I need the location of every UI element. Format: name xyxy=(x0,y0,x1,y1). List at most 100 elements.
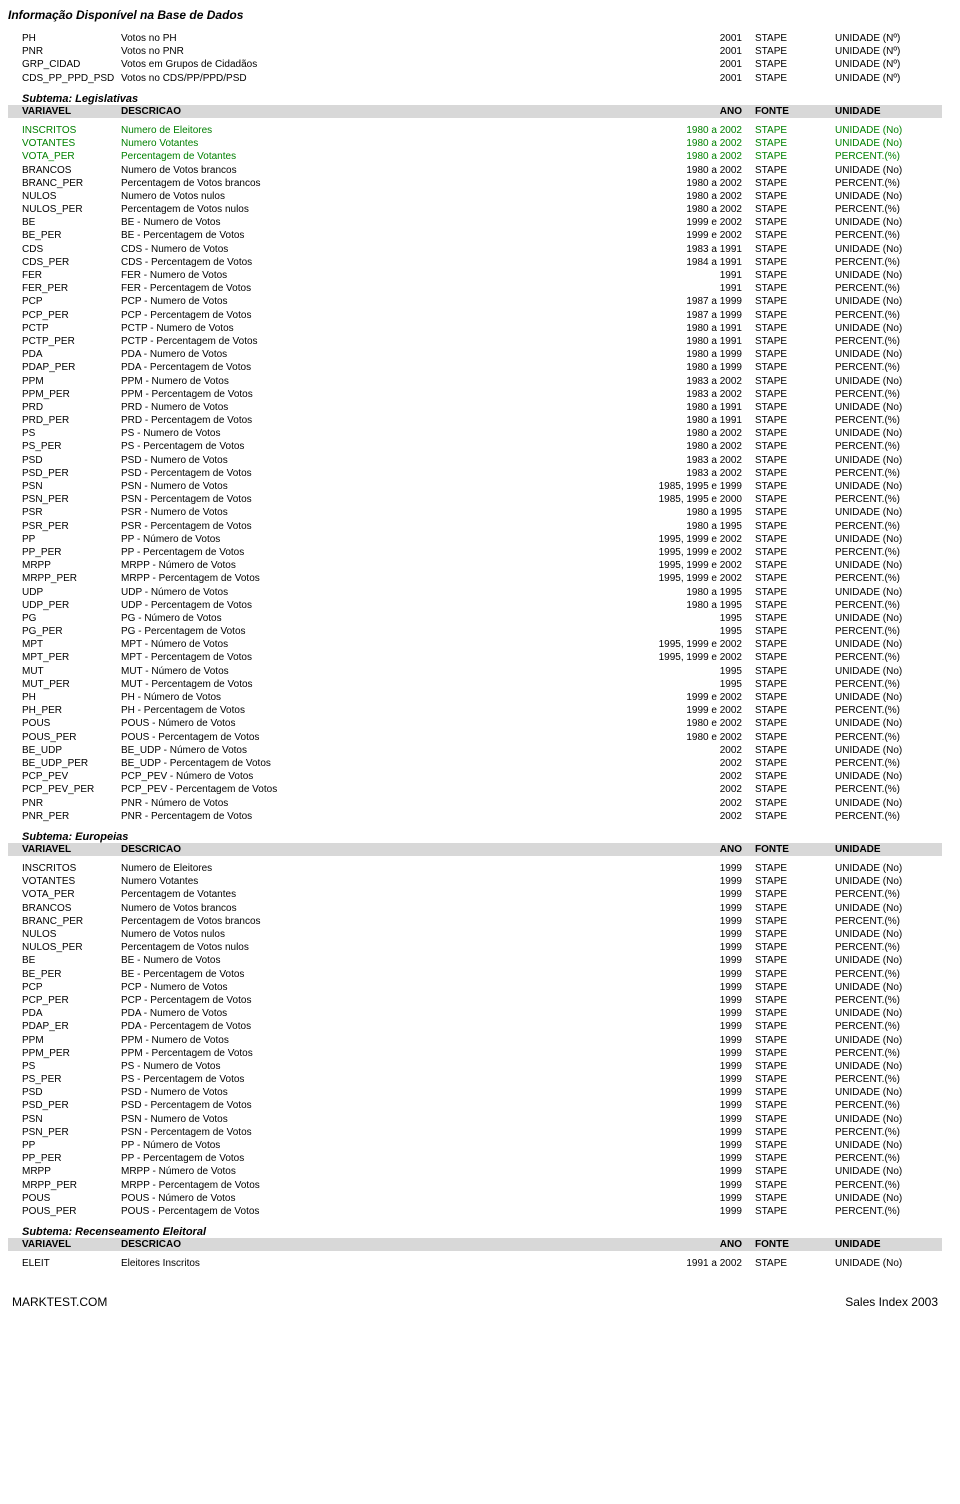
cell-descricao: PS - Numero de Votos xyxy=(118,1060,632,1073)
cell-unidade: UNIDADE (No) xyxy=(832,533,942,546)
cell-unidade: PERCENT.(%) xyxy=(832,994,942,1007)
cell-fonte: STAPE xyxy=(752,915,832,928)
table-row: PSNPSN - Numero de Votos1985, 1995 e 199… xyxy=(8,480,942,493)
cell-descricao: BE - Numero de Votos xyxy=(118,216,632,229)
table-row: BE_UDP_PERBE_UDP - Percentagem de Votos2… xyxy=(8,757,942,770)
cell-unidade: PERCENT.(%) xyxy=(832,335,942,348)
cell-fonte: STAPE xyxy=(752,150,832,163)
cell-variavel: PCP_PER xyxy=(8,309,118,322)
cell-ano: 1999 xyxy=(632,1086,752,1099)
cell-unidade: UNIDADE (Nº) xyxy=(832,58,942,71)
table-row: BEBE - Numero de Votos1999STAPEUNIDADE (… xyxy=(8,954,942,967)
cell-ano: 1999 xyxy=(632,1139,752,1152)
cell-fonte: STAPE xyxy=(752,454,832,467)
cell-fonte: STAPE xyxy=(752,493,832,506)
cell-descricao: Votos no PNR xyxy=(118,45,632,58)
cell-descricao: FER - Numero de Votos xyxy=(118,269,632,282)
cell-unidade: UNIDADE (No) xyxy=(832,375,942,388)
cell-variavel: PS_PER xyxy=(8,440,118,453)
table-row: POUS_PERPOUS - Percentagem de Votos1980 … xyxy=(8,731,942,744)
cell-unidade: UNIDADE (No) xyxy=(832,164,942,177)
col-descricao: DESCRICAO xyxy=(118,843,632,856)
cell-descricao: PCP_PEV - Percentagem de Votos xyxy=(118,783,632,796)
cell-fonte: STAPE xyxy=(752,322,832,335)
cell-variavel: BE_UDP_PER xyxy=(8,757,118,770)
cell-unidade: UNIDADE (No) xyxy=(832,928,942,941)
cell-ano: 1985, 1995 e 2000 xyxy=(632,493,752,506)
cell-variavel: PSN xyxy=(8,480,118,493)
cell-unidade: UNIDADE (Nº) xyxy=(832,32,942,45)
cell-variavel: MRPP_PER xyxy=(8,1179,118,1192)
table-row: BRANC_PERPercentagem de Votos brancos198… xyxy=(8,177,942,190)
col-unidade: UNIDADE xyxy=(832,1238,942,1251)
cell-descricao: Numero Votantes xyxy=(118,875,632,888)
cell-ano: 1999 e 2002 xyxy=(632,691,752,704)
cell-descricao: Numero de Votos brancos xyxy=(118,164,632,177)
cell-fonte: STAPE xyxy=(752,678,832,691)
cell-variavel: MRPP xyxy=(8,559,118,572)
cell-ano: 1999 xyxy=(632,954,752,967)
cell-unidade: UNIDADE (No) xyxy=(832,401,942,414)
cell-descricao: Percentagem de Votos brancos xyxy=(118,915,632,928)
cell-fonte: STAPE xyxy=(752,1257,832,1270)
cell-descricao: UDP - Percentagem de Votos xyxy=(118,599,632,612)
cell-unidade: UNIDADE (Nº) xyxy=(832,72,942,85)
cell-variavel: PG xyxy=(8,612,118,625)
cell-variavel: UDP xyxy=(8,586,118,599)
cell-variavel: BRANCOS xyxy=(8,902,118,915)
cell-unidade: UNIDADE (No) xyxy=(832,1113,942,1126)
cell-ano: 1984 a 1991 xyxy=(632,256,752,269)
cell-fonte: STAPE xyxy=(752,638,832,651)
table-row: PSDPSD - Numero de Votos1999STAPEUNIDADE… xyxy=(8,1086,942,1099)
cell-variavel: POUS xyxy=(8,717,118,730)
cell-fonte: STAPE xyxy=(752,427,832,440)
cell-descricao: Numero de Eleitores xyxy=(118,862,632,875)
cell-fonte: STAPE xyxy=(752,928,832,941)
cell-fonte: STAPE xyxy=(752,137,832,150)
cell-unidade: UNIDADE (No) xyxy=(832,216,942,229)
europeias-table: VARIAVEL DESCRICAO ANO FONTE UNIDADE INS… xyxy=(8,843,942,1218)
footer-left: MARKTEST.COM xyxy=(12,1295,107,1309)
cell-variavel: VOTA_PER xyxy=(8,150,118,163)
cell-fonte: STAPE xyxy=(752,810,832,823)
cell-unidade: PERCENT.(%) xyxy=(832,1020,942,1033)
cell-ano: 1980 a 2002 xyxy=(632,427,752,440)
table-row: PHPH - Número de Votos1999 e 2002STAPEUN… xyxy=(8,691,942,704)
cell-variavel: PP_PER xyxy=(8,546,118,559)
table-row: PNRVotos no PNR2001STAPEUNIDADE (Nº) xyxy=(8,45,942,58)
cell-fonte: STAPE xyxy=(752,717,832,730)
cell-unidade: PERCENT.(%) xyxy=(832,599,942,612)
cell-variavel: CDS_PER xyxy=(8,256,118,269)
table-row: PS_PERPS - Percentagem de Votos1999STAPE… xyxy=(8,1073,942,1086)
table-row: FERFER - Numero de Votos1991STAPEUNIDADE… xyxy=(8,269,942,282)
cell-unidade: PERCENT.(%) xyxy=(832,256,942,269)
cell-unidade: UNIDADE (No) xyxy=(832,1007,942,1020)
cell-ano: 2001 xyxy=(632,58,752,71)
cell-unidade: UNIDADE (No) xyxy=(832,1257,942,1270)
table-row: NULOS_PERPercentagem de Votos nulos1980 … xyxy=(8,203,942,216)
cell-descricao: PSR - Numero de Votos xyxy=(118,506,632,519)
cell-variavel: PG_PER xyxy=(8,625,118,638)
cell-fonte: STAPE xyxy=(752,1086,832,1099)
cell-variavel: MPT xyxy=(8,638,118,651)
table-row: VOTANTESNumero Votantes1980 a 2002STAPEU… xyxy=(8,137,942,150)
cell-ano: 1980 e 2002 xyxy=(632,717,752,730)
col-fonte: FONTE xyxy=(752,1238,832,1251)
cell-ano: 1999 e 2002 xyxy=(632,216,752,229)
cell-variavel: PPM_PER xyxy=(8,1047,118,1060)
cell-unidade: UNIDADE (No) xyxy=(832,744,942,757)
table-row: PDAP_ERPDA - Percentagem de Votos1999STA… xyxy=(8,1020,942,1033)
cell-variavel: FER xyxy=(8,269,118,282)
cell-ano: 1991 xyxy=(632,269,752,282)
cell-unidade: PERCENT.(%) xyxy=(832,493,942,506)
cell-unidade: UNIDADE (No) xyxy=(832,770,942,783)
cell-unidade: UNIDADE (No) xyxy=(832,1165,942,1178)
cell-variavel: PH xyxy=(8,691,118,704)
col-descricao: DESCRICAO xyxy=(118,1238,632,1251)
cell-ano: 2002 xyxy=(632,797,752,810)
cell-fonte: STAPE xyxy=(752,335,832,348)
cell-unidade: UNIDADE (No) xyxy=(832,190,942,203)
cell-ano: 1980 a 1991 xyxy=(632,414,752,427)
cell-ano: 1999 xyxy=(632,981,752,994)
cell-variavel: NULOS xyxy=(8,928,118,941)
